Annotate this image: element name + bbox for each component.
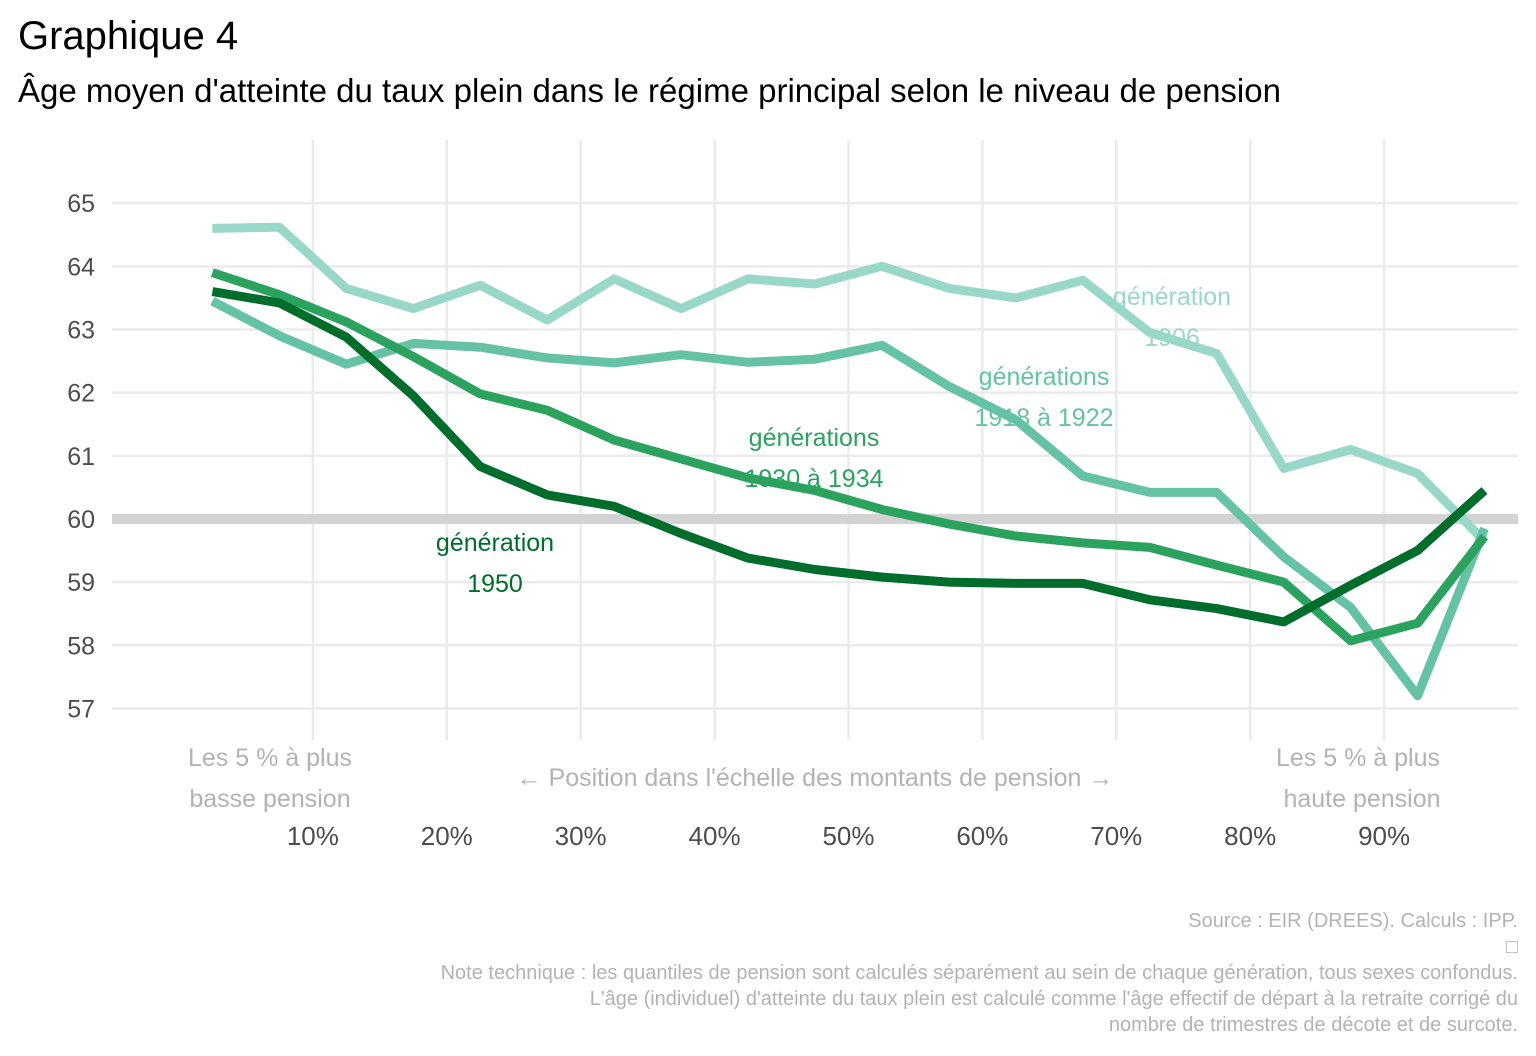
y-tick-label: 63 xyxy=(67,316,95,344)
x-axis-ticks: 10% 20% 30% 40% 50% 60% 70% 80% 90% xyxy=(287,821,1410,851)
series-label-1930-line1: générations xyxy=(749,424,880,452)
series-label-1918-line1: générations xyxy=(979,363,1110,391)
y-axis-ticks: 57 58 59 60 61 62 63 64 65 xyxy=(67,190,95,723)
y-tick-label: 57 xyxy=(67,695,95,723)
x-tick-label: 60% xyxy=(956,821,1008,851)
y-tick-label: 58 xyxy=(67,632,95,660)
caption-source: Source : EIR (DREES). Calculs : IPP. xyxy=(1188,910,1518,932)
series-line-2 xyxy=(210,268,1489,646)
x-tick-label: 30% xyxy=(555,821,607,851)
y-tick-label: 61 xyxy=(67,443,95,471)
low-end-label-line1: Les 5 % à plus xyxy=(188,744,352,772)
grid-lines xyxy=(112,140,1518,740)
series-line-1 xyxy=(210,297,1489,701)
chart-subtitle: Âge moyen d'atteinte du taux plein dans … xyxy=(18,72,1281,109)
axis-annotations: Les 5 % à plus basse pension ← Position … xyxy=(188,744,1441,813)
caption-note-line1: Note technique : les quantiles de pensio… xyxy=(440,962,1518,984)
x-tick-label: 20% xyxy=(421,821,473,851)
x-tick-label: 70% xyxy=(1090,821,1142,851)
x-tick-label: 50% xyxy=(822,821,874,851)
series-line-0 xyxy=(212,222,1488,545)
chart-title: Graphique 4 xyxy=(18,14,239,58)
caption-note-line3: nombre de trimestres de décote et de sur… xyxy=(1108,1014,1518,1036)
y-tick-label: 60 xyxy=(67,506,95,534)
x-axis-label: ← Position dans l'échelle des montants d… xyxy=(517,764,1114,792)
series-label-1906-line2: 1906 xyxy=(1144,324,1200,352)
caption-glyph: □ xyxy=(1505,936,1518,958)
y-tick-label: 65 xyxy=(67,190,95,218)
series-label-1930-line2: 1930 à 1934 xyxy=(744,465,883,493)
high-end-label-line2: haute pension xyxy=(1283,785,1440,813)
high-end-label-line1: Les 5 % à plus xyxy=(1276,744,1440,772)
series-label-1950-line1: génération xyxy=(436,529,554,557)
y-tick-label: 64 xyxy=(67,253,95,281)
x-tick-label: 10% xyxy=(287,821,339,851)
x-tick-label: 80% xyxy=(1224,821,1276,851)
chart-caption: Source : EIR (DREES). Calculs : IPP. □ N… xyxy=(441,908,1518,1038)
y-tick-label: 62 xyxy=(67,380,95,408)
series-line-3 xyxy=(211,287,1488,627)
x-tick-label: 40% xyxy=(689,821,741,851)
series-label-1906-line1: génération xyxy=(1113,283,1231,311)
series-labels: génération 1906 générations 1918 à 1922 … xyxy=(436,283,1231,598)
low-end-label-line2: basse pension xyxy=(189,785,350,813)
series-label-1918-line2: 1918 à 1922 xyxy=(974,404,1113,432)
series-lines xyxy=(210,222,1489,701)
series-label-1950-line2: 1950 xyxy=(467,570,523,598)
y-tick-label: 59 xyxy=(67,569,95,597)
x-tick-label: 90% xyxy=(1358,821,1410,851)
line-chart: 57 58 59 60 61 62 63 64 65 10% 20% 30% 40% 50% 60% 70%… xyxy=(67,140,1518,851)
caption-note-line2: L'âge (individuel) d'atteinte du taux pl… xyxy=(589,988,1518,1010)
